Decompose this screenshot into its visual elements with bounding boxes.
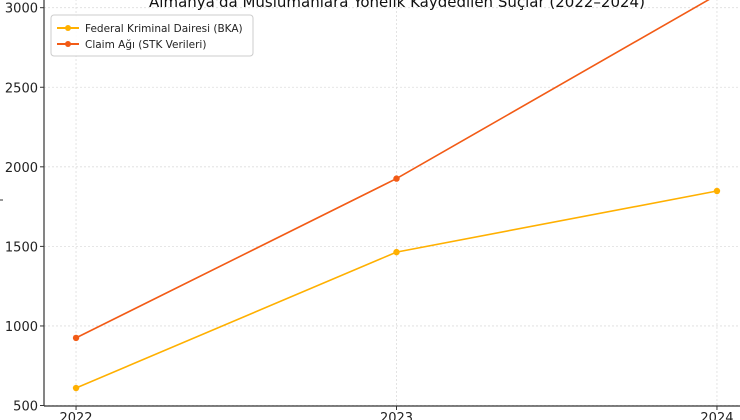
legend: Federal Kriminal Dairesi (BKA) Claim Ağı… — [50, 14, 254, 57]
chart-title: Almanya'da Müslümanlara Yönelik Kaydedil… — [149, 0, 645, 11]
x-tick-label: 2023 — [380, 411, 413, 420]
grid — [44, 0, 740, 406]
y-tick-label: 2500 — [5, 81, 38, 96]
data-point-0-2023 — [393, 248, 400, 256]
data-point-1-2023 — [393, 175, 400, 182]
legend-marker-claim — [65, 41, 71, 47]
x-tick-label: 2024 — [700, 411, 733, 420]
legend-label-claim: Claim Ağı (STK Verileri) — [85, 39, 206, 51]
legend-marker-bka — [65, 25, 71, 31]
y-tick-label: 500 — [13, 400, 38, 415]
data-point-1-2022 — [72, 334, 80, 342]
y-tick-label: 1500 — [5, 240, 38, 255]
y-tick-label: 3000 — [5, 2, 38, 17]
legend-label-bka: Federal Kriminal Dairesi (BKA) — [85, 23, 243, 35]
data-point-0-2022 — [72, 384, 80, 392]
legend-box — [50, 14, 254, 57]
y-tick-label: 2000 — [5, 161, 38, 176]
data-point-0-2024 — [713, 187, 721, 195]
y-tick-label: 1000 — [5, 320, 38, 335]
series-group — [72, 0, 721, 392]
x-tick-label: 2022 — [59, 411, 92, 420]
